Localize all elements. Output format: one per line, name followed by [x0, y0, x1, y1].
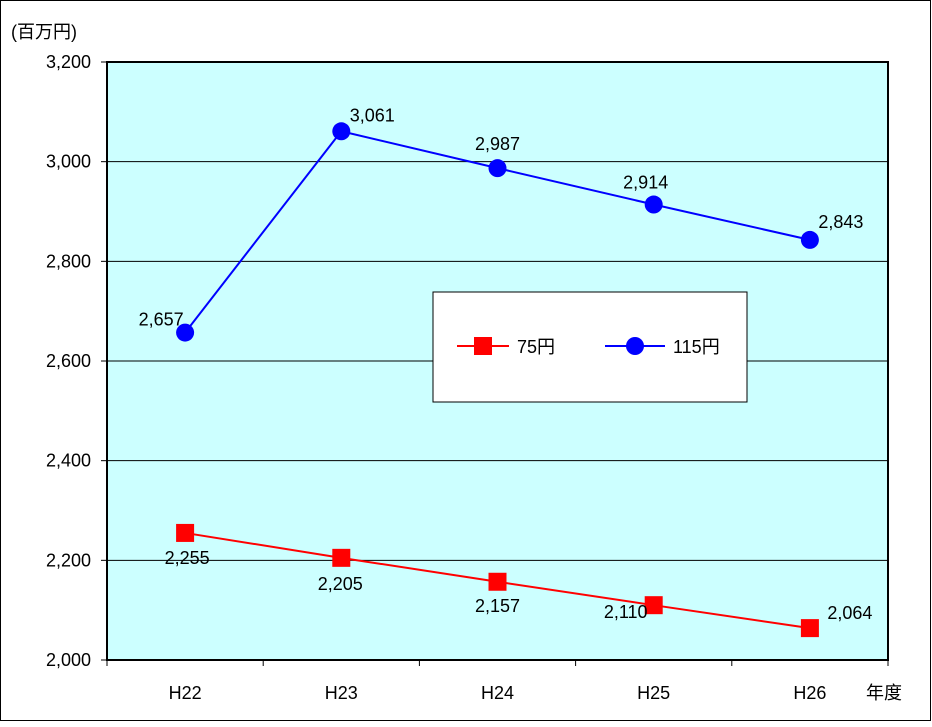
series-red: 2,255 2,205 2,157 2,110 2,064 [165, 523, 872, 638]
data-point [644, 195, 663, 214]
y-tick-label: 3,000 [46, 152, 91, 172]
legend-item: 75円 [457, 337, 555, 357]
data-point [800, 230, 819, 249]
data-point [332, 548, 351, 567]
x-axis: H22 H23 H24 H25 H26 [106, 660, 889, 703]
y-tick-label: 2,200 [46, 550, 91, 570]
y-axis-unit: (百万円) [11, 22, 77, 42]
data-label: 2,064 [827, 603, 872, 623]
data-label: 2,987 [475, 134, 520, 154]
data-point [488, 159, 507, 178]
data-label: 2,843 [818, 212, 863, 232]
x-tick-label: H25 [637, 683, 670, 703]
y-tick-label: 3,200 [46, 52, 91, 72]
y-axis: 2,000 2,200 2,400 2,600 2,800 3,000 3,200 [46, 52, 107, 670]
x-tick-label: H24 [481, 683, 514, 703]
x-tick-label: H26 [793, 683, 826, 703]
series-layer: 2,255 2,205 2,157 2,110 2,064 2,657 3,061 2,987… [139, 105, 872, 638]
legend-item: 115円 [605, 337, 720, 357]
data-label: 2,157 [475, 596, 520, 616]
data-point [488, 572, 507, 591]
legend-marker [474, 337, 492, 355]
data-label: 2,255 [165, 548, 210, 568]
data-label: 2,914 [623, 173, 668, 193]
data-point [644, 596, 663, 615]
data-point [176, 323, 195, 342]
x-tick-label: H22 [169, 683, 202, 703]
data-point [332, 122, 351, 141]
legend-label: 75円 [517, 337, 555, 357]
y-tick-label: 2,600 [46, 351, 91, 371]
data-point [800, 619, 819, 638]
data-label: 3,061 [350, 105, 395, 125]
y-tick-label: 2,800 [46, 251, 91, 271]
data-label: 2,657 [139, 310, 184, 330]
data-label: 2,110 [604, 602, 648, 622]
legend-items: 75円 115円 [457, 337, 720, 357]
x-tick-label: H23 [325, 683, 358, 703]
series-blue: 2,657 3,061 2,987 2,914 2,843 [139, 105, 863, 342]
data-label: 2,205 [318, 574, 363, 594]
data-point [176, 523, 195, 542]
y-tick-label: 2,000 [46, 650, 91, 670]
y-tick-label: 2,400 [46, 451, 91, 471]
legend-label: 115円 [673, 337, 720, 357]
legend-marker [626, 337, 644, 355]
legend: 75円 115円 [432, 291, 748, 403]
x-axis-unit: 年度 [866, 683, 902, 703]
